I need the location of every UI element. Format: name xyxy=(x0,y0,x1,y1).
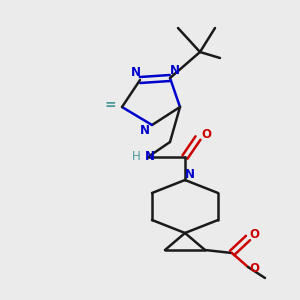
Text: =: = xyxy=(104,98,116,112)
Text: N: N xyxy=(131,67,141,80)
Text: N: N xyxy=(170,64,180,77)
Text: O: O xyxy=(249,262,259,275)
Text: N: N xyxy=(185,167,195,181)
Text: O: O xyxy=(249,229,259,242)
Text: H: H xyxy=(132,151,140,164)
Text: N: N xyxy=(145,151,155,164)
Text: N: N xyxy=(140,124,150,136)
Text: O: O xyxy=(201,128,211,142)
